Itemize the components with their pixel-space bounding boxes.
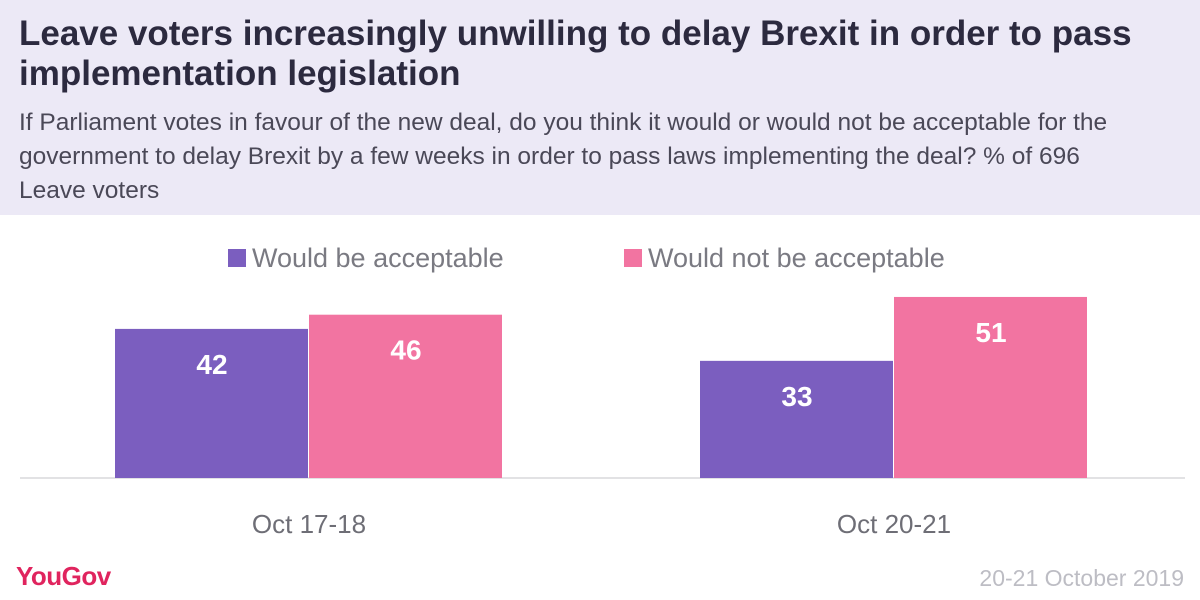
survey-date: 20-21 October 2019 [979,565,1184,591]
yougov-logo: YouGov [16,561,111,591]
data-label-acceptable-1: 33 [781,381,812,412]
legend-item-acceptable: Would be acceptable [228,240,504,276]
bar-not-acceptable-0 [309,314,502,478]
header-band: Leave voters increasingly unwilling to d… [0,0,1200,215]
legend-label-not-acceptable: Would not be acceptable [648,243,945,273]
bar-acceptable-1 [700,360,893,478]
data-label-acceptable-0: 42 [196,349,227,380]
data-label-not-acceptable-1: 51 [975,317,1006,348]
category-label-0: Oct 17-18 [252,509,366,539]
legend: Would be acceptable Would not be accepta… [0,240,1200,276]
chart-subtitle: If Parliament votes in favour of the new… [19,109,1108,204]
data-label-not-acceptable-0: 46 [390,335,421,366]
chart-title: Leave voters increasingly unwilling to d… [19,14,1132,93]
bar-acceptable-0 [115,328,308,478]
legend-swatch-acceptable [228,249,246,267]
legend-swatch-not-acceptable [624,249,642,267]
legend-item-not-acceptable: Would not be acceptable [624,240,945,276]
bar-not-acceptable-1 [894,296,1087,478]
category-label-1: Oct 20-21 [837,509,951,539]
legend-label-acceptable: Would be acceptable [252,243,504,273]
